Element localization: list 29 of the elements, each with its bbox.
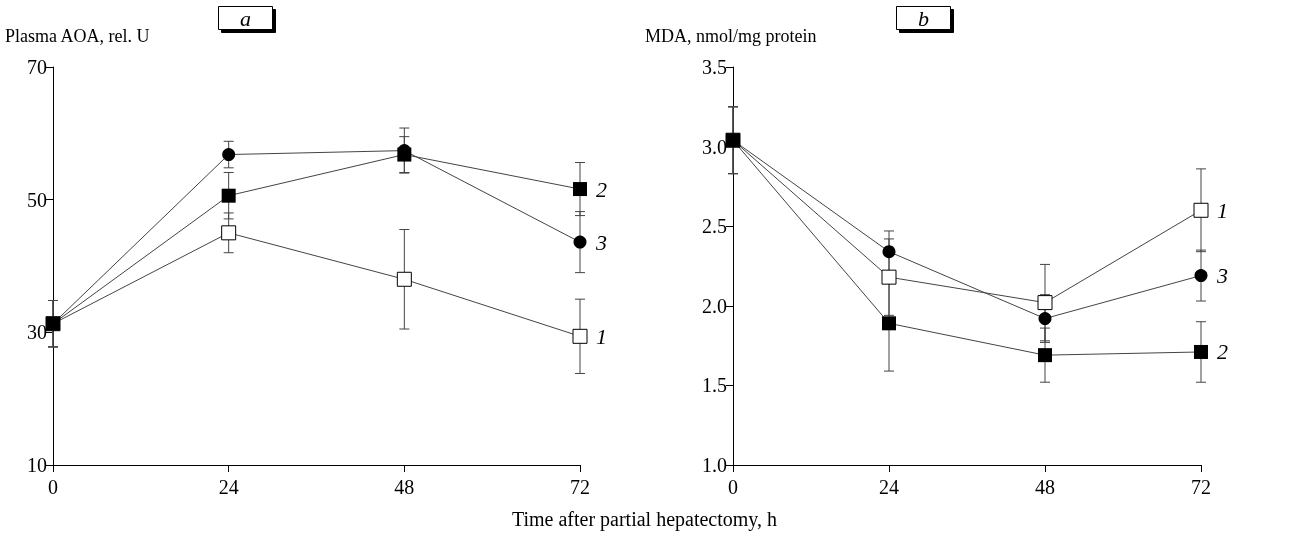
series-label: 3 bbox=[595, 229, 607, 255]
y-tick-label: 50 bbox=[27, 188, 47, 211]
chart-title: b bbox=[918, 5, 929, 31]
x-tick-label: 0 bbox=[48, 476, 58, 498]
x-tick-label: 72 bbox=[570, 476, 590, 498]
y-tick-label: 2.5 bbox=[702, 215, 727, 238]
x-tick-label: 48 bbox=[394, 476, 415, 498]
y-tick-label: 3.0 bbox=[702, 135, 727, 158]
y-axis-title: Plasma AOA, rel. U bbox=[5, 26, 150, 46]
series-label: 2 bbox=[1217, 339, 1228, 365]
y-tick-label: 10 bbox=[27, 454, 47, 476]
x-tick-label: 24 bbox=[218, 476, 239, 498]
x-tick-label: 72 bbox=[1191, 476, 1211, 498]
y-tick-label: 30 bbox=[27, 321, 47, 344]
y-tick-label: 2.0 bbox=[702, 294, 727, 317]
chart-title: a bbox=[240, 5, 251, 31]
x-tick-label: 24 bbox=[879, 476, 899, 498]
x-tick-label: 0 bbox=[728, 476, 738, 498]
series-label: 3 bbox=[1216, 263, 1228, 289]
series-label: 1 bbox=[596, 323, 607, 349]
y-axis-title: MDA, nmol/mg protein bbox=[645, 26, 817, 46]
y-tick-label: 70 bbox=[27, 56, 47, 78]
x-tick-label: 48 bbox=[1035, 476, 1055, 498]
y-tick-label: 1.5 bbox=[702, 374, 727, 397]
y-tick-label: 3.5 bbox=[702, 56, 727, 78]
x-axis-title: Time after partial hepatectomy, h bbox=[510, 508, 779, 531]
series-label: 2 bbox=[596, 176, 607, 202]
y-tick-label: 1.0 bbox=[702, 454, 727, 476]
series-label: 1 bbox=[1217, 197, 1228, 223]
